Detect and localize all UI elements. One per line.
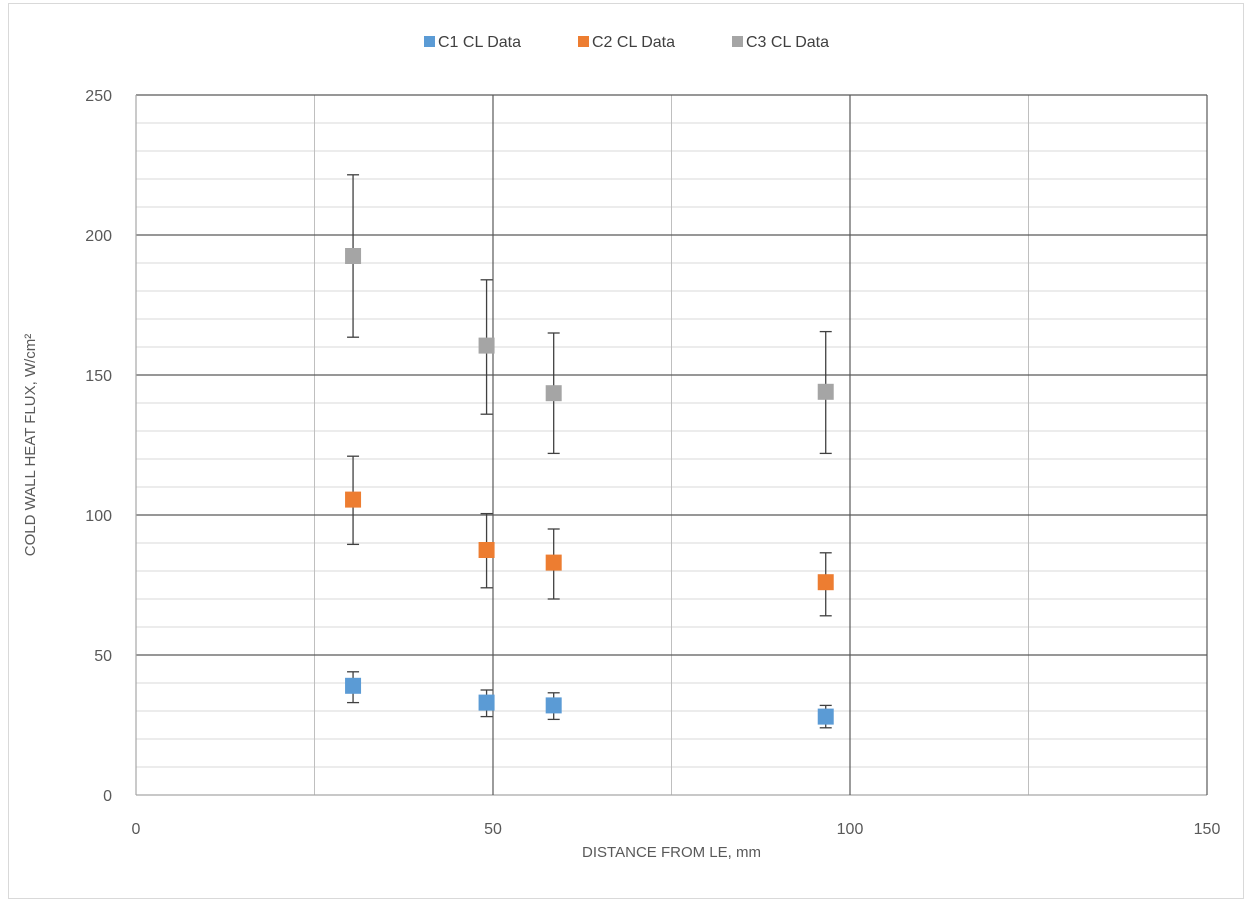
data-point-marker xyxy=(478,694,495,711)
legend-item: C3 CL Data xyxy=(732,34,829,51)
x-tick-label: 0 xyxy=(132,821,141,838)
y-tick-label: 50 xyxy=(94,648,112,665)
x-tick-label: 50 xyxy=(484,821,502,838)
legend-swatch xyxy=(424,36,435,47)
legend-swatch xyxy=(578,36,589,47)
x-tick-label: 150 xyxy=(1194,821,1221,838)
error-bars xyxy=(347,174,832,729)
data-point-marker xyxy=(345,248,362,264)
chart-frame xyxy=(8,3,1244,899)
data-point-marker xyxy=(545,554,562,571)
y-axis-title: COLD WALL HEAT FLUX, W/cm² xyxy=(22,334,39,557)
y-tick-label: 150 xyxy=(85,368,112,385)
x-tick-label: 100 xyxy=(837,821,864,838)
data-point-marker xyxy=(478,542,495,558)
y-tick-label: 250 xyxy=(85,88,112,105)
grid xyxy=(135,94,1208,796)
legend-item: C1 CL Data xyxy=(424,34,521,51)
data-point-marker xyxy=(817,383,834,400)
legend-item: C2 CL Data xyxy=(578,34,675,51)
data-point-marker xyxy=(545,385,562,402)
legend-label: C3 CL Data xyxy=(746,34,829,51)
y-tick-label: 0 xyxy=(103,788,112,805)
y-tick-label: 200 xyxy=(85,228,112,245)
legend-label: C1 CL Data xyxy=(438,34,521,51)
y-tick-label: 100 xyxy=(85,508,112,525)
legend: C1 CL Data C2 CL Data C3 CL Data xyxy=(424,34,829,51)
data-point-marker xyxy=(817,708,834,725)
legend-swatch xyxy=(732,36,743,47)
data-point-marker xyxy=(345,491,362,508)
data-point-marker xyxy=(345,677,362,694)
data-points xyxy=(345,248,834,725)
x-axis-title: DISTANCE FROM LE, mm xyxy=(582,844,761,861)
data-point-marker xyxy=(478,337,495,354)
data-point-marker xyxy=(817,574,834,591)
legend-label: C2 CL Data xyxy=(592,34,675,51)
axes: 0 50 100 150 200 250 0 50 100 150 xyxy=(85,88,1220,838)
data-point-marker xyxy=(545,697,562,714)
